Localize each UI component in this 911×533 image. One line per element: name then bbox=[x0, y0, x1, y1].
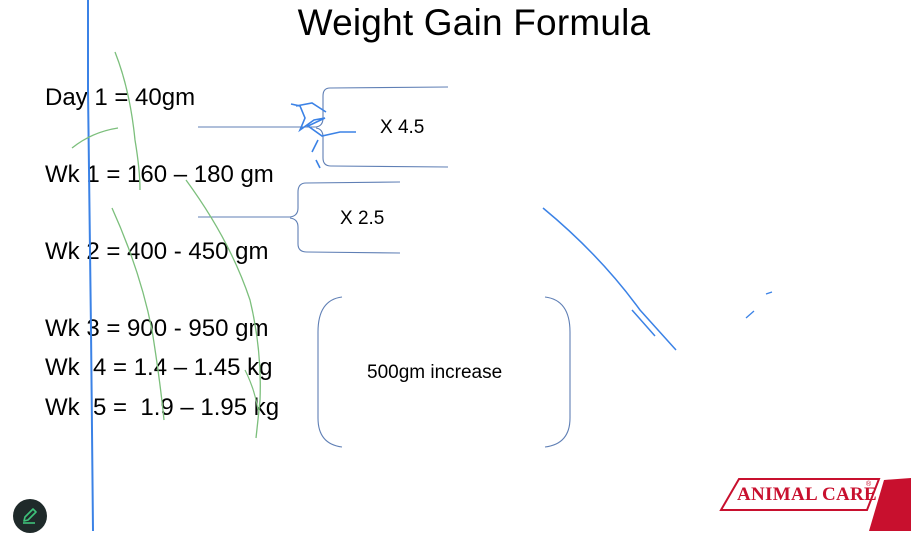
brand-registered-mark: ® bbox=[866, 481, 872, 488]
pen-stroke-green-2 bbox=[71, 127, 119, 149]
formula-line-week-2: Wk 2 = 400 - 450 gm bbox=[45, 238, 269, 265]
brand-logo: ANIMAL CARE ® bbox=[719, 476, 911, 531]
formula-line-week-4: Wk 4 = 1.4 – 1.45 kg bbox=[45, 354, 273, 381]
multiplier-note-2: X 2.5 bbox=[340, 208, 385, 229]
slide-title: Weight Gain Formula bbox=[297, 2, 651, 43]
formula-line-week-1: Wk 1 = 160 – 180 gm bbox=[45, 161, 274, 188]
increase-note: 500gm increase bbox=[367, 362, 503, 383]
edit-button[interactable] bbox=[13, 499, 47, 533]
pen-tick bbox=[745, 291, 773, 319]
formula-line-day-1: Day 1 = 40gm bbox=[45, 84, 196, 111]
pen-stroke-diagonal bbox=[542, 207, 677, 351]
bracket-right bbox=[544, 296, 571, 448]
pencil-icon bbox=[23, 508, 37, 524]
brand-name: ANIMAL CARE bbox=[737, 484, 878, 505]
formula-line-week-5: Wk 5 = 1.9 – 1.95 kg bbox=[45, 394, 280, 421]
pen-scribble bbox=[290, 102, 356, 169]
bracket-left bbox=[317, 296, 343, 448]
formula-line-week-3: Wk 3 = 900 - 950 gm bbox=[45, 315, 269, 342]
multiplier-note-1: X 4.5 bbox=[380, 117, 425, 138]
